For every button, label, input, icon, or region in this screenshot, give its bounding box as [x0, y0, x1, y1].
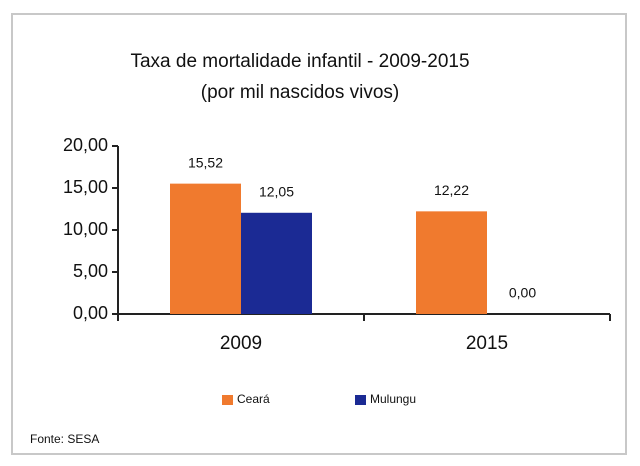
legend-label: Mulungu: [370, 392, 416, 406]
y-tick-label: 20,00: [63, 135, 108, 155]
value-label: 15,52: [188, 154, 223, 170]
chart-subtitle: (por mil nascidos vivos): [201, 82, 400, 103]
y-tick-label: 5,00: [73, 261, 108, 281]
bar: [416, 211, 487, 314]
source: Fonte: SESA: [30, 432, 99, 446]
legend-swatch: [355, 395, 366, 405]
bar: [241, 212, 312, 314]
chart-title: Taxa de mortalidade infantil - 2009-2015: [130, 51, 469, 72]
y-tick-label: 0,00: [73, 303, 108, 323]
value-label: 0,00: [509, 285, 536, 301]
x-tick-label: 2009: [220, 333, 262, 354]
y-tick-label: 15,00: [63, 177, 108, 197]
y-tick-label: 10,00: [63, 219, 108, 239]
bar: [170, 183, 241, 314]
x-tick-label: 2015: [466, 333, 508, 354]
legend-swatch: [222, 395, 233, 405]
value-label: 12,05: [259, 183, 294, 199]
value-label: 12,22: [434, 182, 469, 198]
legend-label: Ceará: [237, 392, 270, 406]
chart-frame: [11, 13, 627, 455]
